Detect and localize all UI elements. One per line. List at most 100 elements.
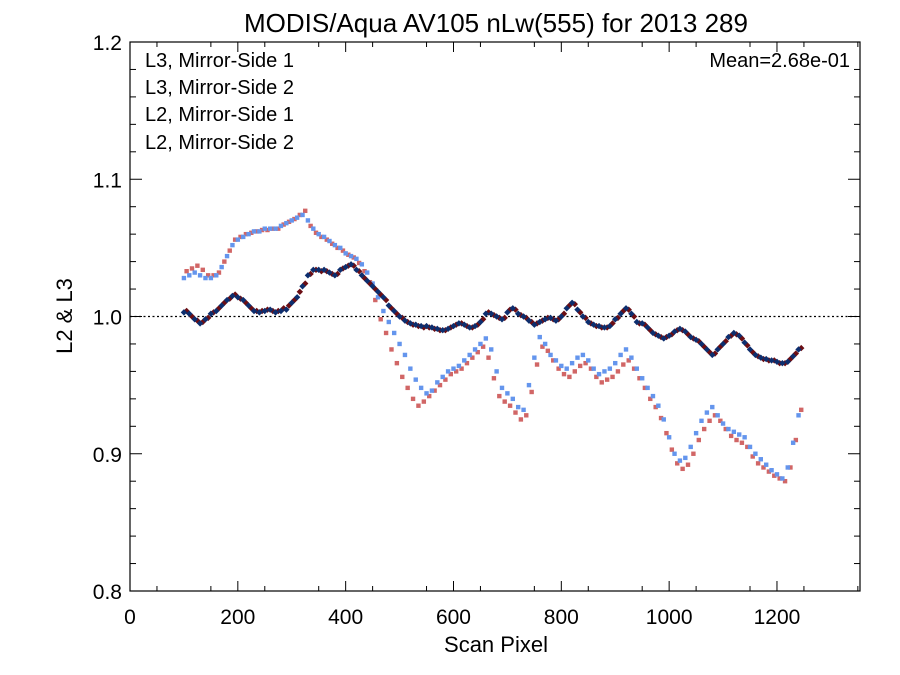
point-l2-ms2: [227, 248, 232, 253]
point-l2-ms1: [769, 468, 774, 473]
point-l2-ms1: [499, 385, 505, 391]
point-l2-ms1: [505, 391, 510, 396]
point-l2-ms1: [440, 374, 445, 380]
point-l3-ms1: [488, 310, 495, 317]
point-l2-ms1: [494, 369, 499, 374]
point-l2-ms1: [235, 237, 241, 242]
point-l2-ms1: [332, 242, 338, 248]
point-l3-ms1: [789, 353, 797, 360]
point-l3-ms1: [482, 310, 490, 317]
point-l3-ms2: [717, 343, 724, 350]
point-l2-ms1: [462, 358, 467, 363]
point-l2-ms1: [246, 231, 251, 237]
point-l2-ms1: [456, 363, 462, 369]
point-l3-ms2: [787, 355, 794, 363]
point-l3-ms1: [541, 316, 549, 323]
point-l3-ms1: [725, 333, 732, 341]
point-l2-ms1: [208, 275, 214, 281]
point-l2-ms2: [556, 366, 561, 371]
point-l2-ms2: [529, 389, 534, 395]
point-l2-ms1: [542, 341, 548, 347]
point-l3-ms1: [256, 309, 263, 316]
point-l2-ms1: [753, 451, 758, 456]
point-l2-ms2: [788, 465, 793, 470]
point-l3-ms1: [531, 321, 538, 328]
point-l2-ms1: [650, 393, 656, 399]
point-l2-ms2: [211, 273, 216, 278]
point-l2-ms1: [402, 352, 408, 358]
point-l2-ms2: [189, 266, 195, 271]
point-l2-ms1: [348, 253, 354, 259]
point-l2-ms1: [483, 336, 489, 341]
point-l2-ms2: [356, 260, 362, 266]
point-l3-ms1: [461, 321, 468, 328]
point-l2-ms1: [602, 369, 607, 374]
point-l2-ms1: [515, 404, 521, 410]
point-l2-ms1: [553, 358, 559, 363]
plot-area: [129, 41, 861, 592]
point-l2-ms2: [745, 444, 750, 450]
point-l2-ms2: [421, 399, 427, 404]
point-l2-ms2: [712, 413, 718, 418]
point-l2-ms2: [793, 437, 799, 443]
point-l3-ms1: [342, 263, 349, 271]
series-l3-ms1: [180, 261, 802, 367]
point-l2-ms1: [365, 270, 370, 275]
point-l3-ms1: [364, 277, 371, 285]
point-l2-ms1: [688, 444, 693, 450]
point-l2-ms1: [381, 308, 386, 314]
point-l3-ms1: [617, 310, 624, 317]
point-l3-ms1: [622, 305, 630, 312]
point-l2-ms1: [677, 458, 683, 463]
point-l2-ms2: [324, 237, 329, 242]
point-l3-ms2: [733, 331, 740, 338]
point-l2-ms1: [629, 355, 634, 360]
point-l2-ms1: [413, 377, 418, 382]
point-l3-ms2: [663, 333, 670, 341]
point-l3-ms1: [795, 346, 802, 353]
x-tick-label: 800: [544, 606, 579, 629]
point-l3-ms1: [320, 266, 328, 274]
point-l3-ms1: [186, 310, 193, 317]
point-l2-ms1: [445, 369, 451, 374]
point-l3-ms1: [283, 306, 290, 313]
point-l3-ms1: [568, 299, 576, 306]
point-l2-ms1: [273, 226, 278, 231]
point-l3-ms1: [293, 294, 301, 301]
point-l3-ms1: [768, 357, 775, 364]
point-l2-ms2: [448, 371, 453, 377]
point-l2-ms2: [346, 252, 351, 257]
point-l2-ms2: [254, 229, 259, 234]
point-l2-ms1: [623, 347, 629, 352]
point-l3-ms1: [585, 318, 592, 326]
x-tick-label: 1200: [754, 606, 801, 629]
point-l2-ms1: [639, 376, 645, 381]
point-l2-ms2: [308, 223, 313, 229]
point-l3-ms1: [223, 296, 231, 304]
y-tick-label: 0.9: [93, 444, 122, 467]
point-l3-ms1: [477, 318, 484, 326]
point-l2-ms1: [321, 234, 327, 240]
point-l2-ms2: [410, 396, 416, 402]
point-l2-ms1: [613, 360, 618, 366]
point-l2-ms2: [480, 344, 486, 349]
point-l2-ms1: [715, 413, 720, 418]
point-l3-ms1: [563, 305, 570, 312]
x-tick-label: 1000: [646, 606, 693, 629]
point-l2-ms2: [319, 234, 324, 240]
point-l2-ms1: [386, 319, 391, 325]
point-l2-ms2: [615, 369, 621, 374]
point-l2-ms1: [785, 465, 790, 470]
point-l2-ms1: [305, 218, 311, 223]
point-l3-ms1: [536, 318, 543, 326]
point-l2-ms2: [718, 418, 723, 424]
point-l2-ms2: [329, 241, 335, 246]
legend-entry-l3-ms2: L3, Mirror-Side 2: [145, 77, 294, 99]
point-l2-ms1: [796, 413, 801, 418]
point-l2-ms2: [728, 433, 734, 439]
point-l2-ms2: [491, 376, 497, 381]
point-l3-ms2: [792, 350, 800, 357]
point-l3-ms1: [741, 339, 748, 346]
point-l2-ms2: [675, 461, 680, 466]
